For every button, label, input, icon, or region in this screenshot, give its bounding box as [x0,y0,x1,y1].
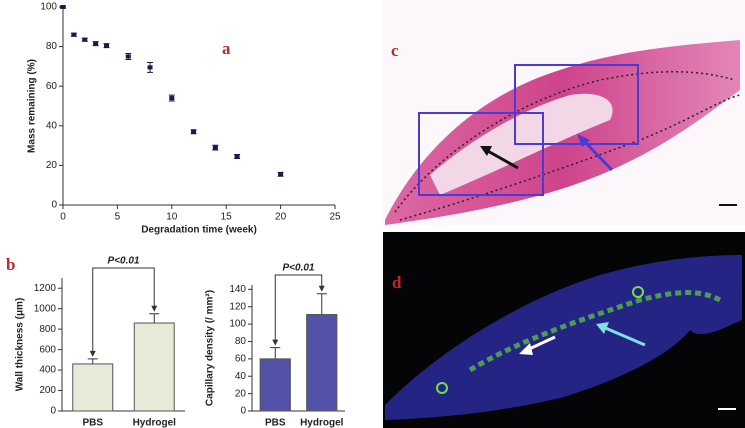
panel-label: d [392,273,402,292]
bar [306,314,338,412]
data-point [71,32,77,37]
error-bar [149,313,160,324]
error-bar [316,293,327,315]
x-tick-label: 0 [60,212,66,223]
y-tick-label: 40 [235,371,247,382]
data-point [60,5,66,9]
y-tick-label: 600 [39,344,56,355]
bar [72,363,114,412]
data-point [234,154,240,159]
histology-image-c [383,0,745,225]
y-tick-label: 120 [229,301,246,312]
significance-bracket [274,274,323,342]
data-point [125,54,131,59]
annotation: P<0.01 [108,256,140,267]
x-tick-label: PBS [82,418,103,428]
arrow-head [318,285,325,292]
y-tick-label: 0 [240,406,246,417]
annotation: P<0.01 [283,263,315,274]
y-tick-label: 800 [39,324,56,335]
error-bar [87,358,98,364]
x-tick-label: 15 [221,212,233,223]
x-tick-label: 20 [275,212,287,223]
y-tick-label: 140 [229,284,246,295]
panel-label: c [391,41,399,60]
x-tick-label: 10 [166,212,178,223]
y-tick-label: 80 [46,41,58,52]
arrow-head [151,305,158,312]
y-tick-label: 0 [50,406,56,417]
y-tick-label: 80 [235,336,247,347]
data-point [82,37,88,42]
arrow-head [272,339,279,346]
bar [259,358,291,412]
x-tick-label: 5 [115,212,121,223]
y-tick-label: 0 [51,200,57,211]
x-tick-label: Hydrogel [300,418,344,428]
y-tick-label: 1000 [34,303,57,314]
y-axis-label: Capillary density (/ mm²) [205,290,216,406]
x-axis-label: Degradation time (week) [141,225,257,236]
data-point [278,172,284,177]
significance-bracket [92,267,155,353]
y-tick-label: 200 [39,385,56,396]
x-tick-label: 25 [329,212,341,223]
x-tick-label: PBS [265,418,286,428]
panel-label: a [222,39,231,58]
y-tick-label: 100 [40,2,57,13]
y-tick-label: 20 [235,388,247,399]
arrow-head [89,350,96,357]
panel-label: b [6,255,15,274]
data-point [191,129,197,134]
y-tick-label: 40 [46,120,58,131]
data-point [147,65,153,70]
fluorescence-image-d [383,232,745,428]
y-tick-label: 100 [229,319,246,330]
y-tick-label: 400 [39,365,56,376]
y-tick-label: 1200 [34,283,57,294]
y-tick-label: 20 [46,160,58,171]
error-bar [270,347,281,359]
y-axis-label: Mass remaining (%) [27,59,38,153]
data-point [212,145,218,150]
y-tick-label: 60 [46,81,58,92]
x-tick-label: Hydrogel [133,418,177,428]
data-point [93,41,99,46]
data-point [104,43,110,48]
data-point [169,96,175,101]
bar [133,322,175,412]
y-axis-label: Wall thickness (μm) [15,298,26,392]
y-tick-label: 60 [235,354,247,365]
